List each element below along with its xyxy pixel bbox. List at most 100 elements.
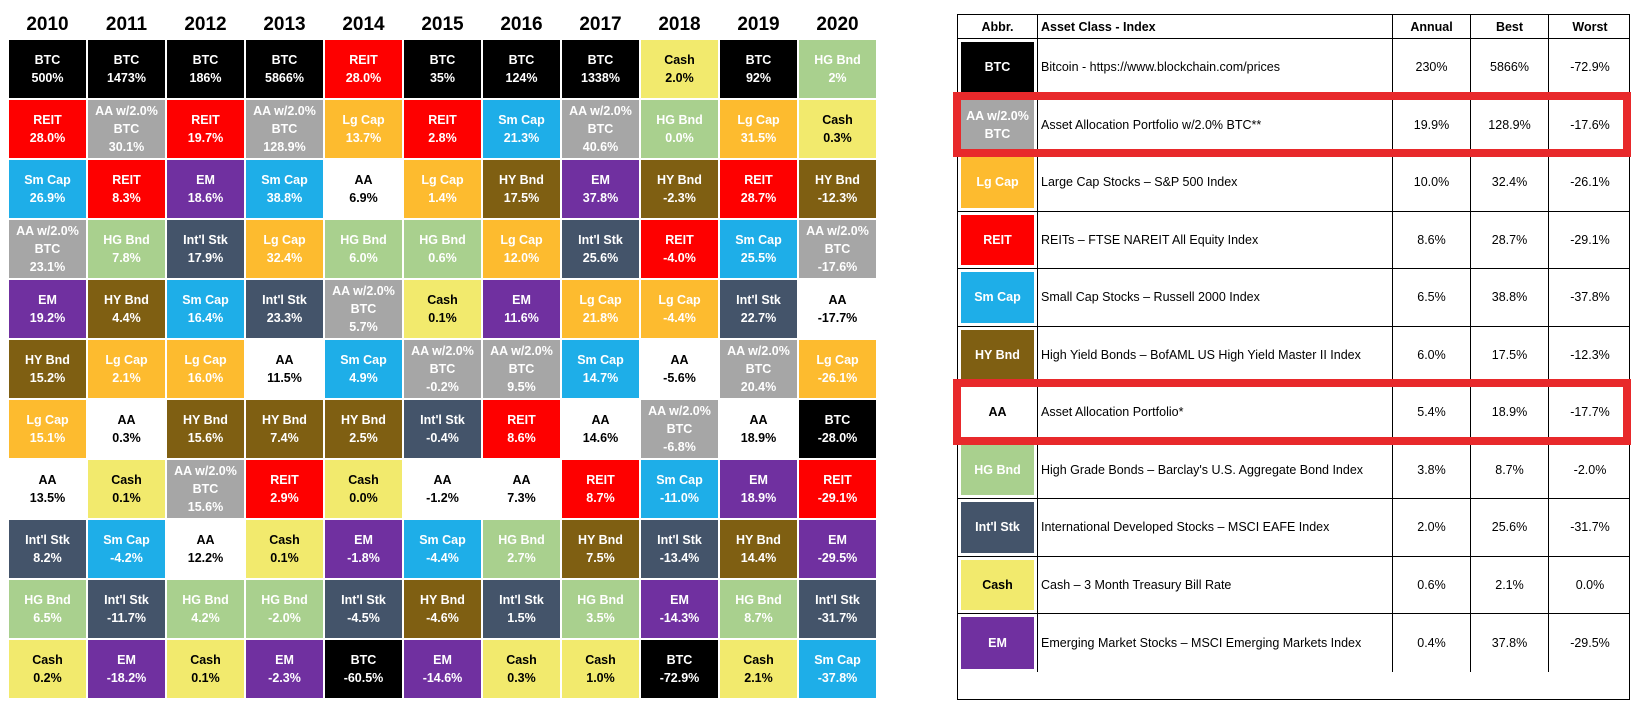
legend-swatch: Int'l Stk — [961, 502, 1034, 553]
cell-return-value: 0.0% — [349, 491, 378, 505]
cell-return-value: 23.3% — [266, 311, 303, 325]
cell-asset-label: Int'l Stk — [420, 413, 465, 427]
cell-return-value: 9.5% — [507, 380, 536, 394]
quilt-cell: AA w/2.0% BTC -6.8% — [641, 400, 718, 458]
quilt-cell: AA w/2.0% BTC 23.1% — [9, 220, 86, 278]
cell-return-value: -12.3% — [817, 191, 858, 205]
cell-return-value: 35% — [429, 71, 456, 85]
quilt-cell: REIT 8.3% — [88, 160, 165, 218]
cell-return-value: 500% — [31, 71, 64, 85]
quilt-cell: Lg Cap 13.7% — [325, 100, 402, 158]
cell-return-value: 18.9% — [740, 491, 777, 505]
cell-return-value: 19.2% — [29, 311, 66, 325]
cell-return-value: 28.0% — [345, 71, 382, 85]
quilt-cell: BTC 124% — [483, 40, 560, 98]
cell-return-value: 11.6% — [504, 311, 539, 325]
legend-abbr-cell: Lg Cap — [958, 154, 1038, 211]
cell-asset-label: BTC — [508, 53, 535, 67]
legend-abbr-cell: AA — [958, 384, 1038, 441]
cell-asset-label: EM — [38, 293, 57, 307]
cell-return-value: 2.5% — [349, 431, 378, 445]
quilt-cell: Sm Cap 14.7% — [562, 340, 639, 398]
legend-worst: -37.8% — [1570, 290, 1610, 305]
cell-return-value: -2.0% — [268, 611, 301, 625]
cell-asset-label: AA — [512, 473, 531, 487]
quilt-cell: HY Bnd 15.2% — [9, 340, 86, 398]
cell-asset-label: Lg Cap — [342, 113, 385, 127]
quilt-cell: Int'l Stk -4.5% — [325, 580, 402, 638]
cell-asset-label: AA w/2.0% BTC — [253, 104, 316, 136]
legend-annual: 0.4% — [1393, 614, 1471, 672]
quilt-cell: HG Bnd 4.2% — [167, 580, 244, 638]
legend-row: HY Bnd High Yield Bonds – BofAML US High … — [958, 326, 1629, 384]
cell-asset-label: AA w/2.0% BTC — [95, 104, 158, 136]
cell-return-value: 2.8% — [428, 131, 457, 145]
cell-return-value: 1.5% — [507, 611, 536, 625]
legend-worst: -72.9% — [1570, 60, 1610, 75]
cell-return-value: 0.2% — [33, 671, 62, 685]
legend-annual: 0.6% — [1393, 556, 1471, 613]
quilt-cell: EM -1.8% — [325, 520, 402, 578]
cell-asset-label: REIT — [507, 413, 536, 427]
cell-asset-label: EM — [591, 173, 610, 187]
cell-return-value: -17.6% — [817, 260, 858, 274]
cell-return-value: -29.5% — [817, 551, 858, 565]
legend-row: Cash Cash – 3 Month Treasury Bill Rate 0.6… — [958, 556, 1629, 614]
cell-return-value: 1473% — [107, 71, 146, 85]
quilt-cell: REIT 19.7% — [167, 100, 244, 158]
cell-return-value: 26.9% — [29, 191, 66, 205]
quilt-cell: Lg Cap 2.1% — [88, 340, 165, 398]
legend-worst: -2.0% — [1573, 462, 1607, 477]
quilt-cell: REIT 28.0% — [9, 100, 86, 158]
cell-return-value: -0.4% — [426, 431, 459, 445]
quilt-cell: AA w/2.0% BTC -17.6% — [799, 220, 876, 278]
cell-return-value: 32.4% — [266, 251, 303, 265]
cell-asset-label: EM — [749, 473, 768, 487]
quilt-cell: AA 12.2% — [167, 520, 244, 578]
legend-asset-name: International Developed Stocks – MSCI EA… — [1038, 499, 1393, 556]
cell-asset-label: Sm Cap — [419, 533, 466, 547]
cell-return-value: 8.7% — [744, 611, 773, 625]
cell-asset-label: HG Bnd — [419, 233, 466, 247]
cell-return-value: 12.2% — [187, 551, 224, 565]
cell-return-value: 28.7% — [740, 191, 777, 205]
cell-return-value: -0.2% — [426, 380, 459, 394]
quilt-cell: Lg Cap 31.5% — [720, 100, 797, 158]
quilt-cell: EM 19.2% — [9, 280, 86, 338]
quilt-cell: Cash 0.0% — [325, 460, 402, 518]
quilt-cell: Sm Cap 21.3% — [483, 100, 560, 158]
year-header-row: 2010 2011 2012 2013 2014 2015 2016 2017 2018 2019… — [9, 9, 878, 40]
legend-swatch: REIT — [961, 214, 1034, 265]
cell-return-value: 4.2% — [191, 611, 220, 625]
quilt-cell: Sm Cap 25.5% — [720, 220, 797, 278]
cell-return-value: -4.4% — [663, 311, 696, 325]
legend-asset-name: REITs – FTSE NAREIT All Equity Index — [1038, 211, 1393, 268]
quilt-cell: Cash 2.1% — [720, 640, 797, 698]
cell-asset-label: Lg Cap — [500, 233, 543, 247]
legend-row: AA w/2.0% BTC Asset Allocation Portfolio … — [958, 96, 1629, 154]
cell-asset-label: AA w/2.0% BTC — [411, 344, 474, 376]
quilt-cell: AA -1.2% — [404, 460, 481, 518]
quilt-cell: EM -18.2% — [88, 640, 165, 698]
cell-asset-label: BTC — [350, 653, 377, 667]
legend-best: 17.5% — [1471, 326, 1549, 383]
cell-asset-label: BTC — [192, 53, 219, 67]
quilt-cell: EM -14.3% — [641, 580, 718, 638]
legend-worst: -17.7% — [1570, 405, 1610, 420]
cell-asset-label: EM — [512, 293, 531, 307]
quilt-cell: HY Bnd 7.4% — [246, 400, 323, 458]
cell-return-value: -26.1% — [817, 371, 858, 385]
quilt-cell: EM 18.9% — [720, 460, 797, 518]
quilt-cell: BTC -28.0% — [799, 400, 876, 458]
quilt-cell: HG Bnd 2.7% — [483, 520, 560, 578]
quilt-cell: HG Bnd 7.8% — [88, 220, 165, 278]
cell-return-value: 19.7% — [187, 131, 224, 145]
cell-return-value: -2.3% — [663, 191, 696, 205]
legend-worst: -26.1% — [1570, 175, 1610, 190]
cell-return-value: 0.3% — [112, 431, 141, 445]
quilt-cell: Sm Cap -4.4% — [404, 520, 481, 578]
cell-return-value: 0.0% — [665, 131, 694, 145]
cell-return-value: -14.6% — [422, 671, 463, 685]
legend-swatch: Lg Cap — [961, 157, 1034, 208]
cell-return-value: -28.0% — [817, 431, 858, 445]
